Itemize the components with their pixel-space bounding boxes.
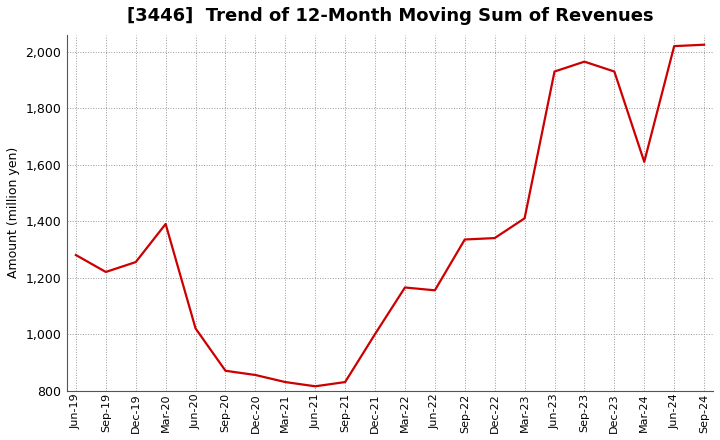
Y-axis label: Amount (million yen): Amount (million yen) [7, 147, 20, 279]
Title: [3446]  Trend of 12-Month Moving Sum of Revenues: [3446] Trend of 12-Month Moving Sum of R… [127, 7, 653, 25]
